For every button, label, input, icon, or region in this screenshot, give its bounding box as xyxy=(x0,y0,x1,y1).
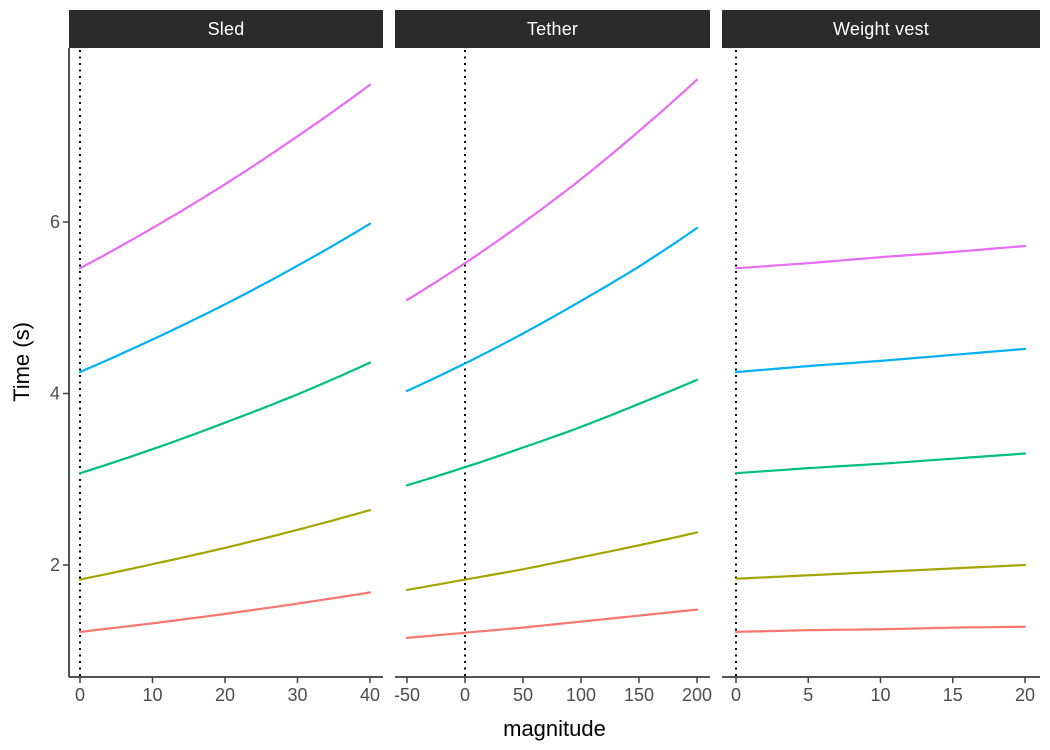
y-axis-title: Time (s) xyxy=(9,322,34,402)
y-tick-label: 2 xyxy=(50,555,60,575)
x-tick-label: 150 xyxy=(624,685,654,705)
facet-strip-label: Tether xyxy=(526,18,579,39)
facet-strip-label: Weight vest xyxy=(833,18,929,39)
series-line-green-facet-2 xyxy=(734,452,1027,475)
x-tick-label: 30 xyxy=(287,685,307,705)
series-line-blue-facet-0 xyxy=(78,222,372,374)
facet-strip-tether: Tether xyxy=(395,10,710,48)
facet-strip-weight-vest: Weight vest xyxy=(722,10,1040,48)
series-line-magenta-facet-0 xyxy=(78,83,372,270)
x-tick-label: 15 xyxy=(943,685,963,705)
series-line-blue-facet-1 xyxy=(405,226,699,392)
x-tick-label: 20 xyxy=(215,685,235,705)
x-tick-label: 5 xyxy=(803,685,813,705)
series-line-magenta-facet-1 xyxy=(405,78,699,302)
x-tick-label: -50 xyxy=(394,685,420,705)
series-line-blue-facet-2 xyxy=(734,347,1027,374)
x-tick-label: 10 xyxy=(870,685,890,705)
series-line-magenta-facet-2 xyxy=(734,244,1027,270)
series-line-olive-facet-1 xyxy=(405,531,699,591)
y-tick-label: 4 xyxy=(50,384,60,404)
x-tick-label: 0 xyxy=(75,685,85,705)
series-line-salmon-facet-0 xyxy=(78,591,372,633)
facet-strip-sled: Sled xyxy=(69,10,383,48)
x-tick-label: 20 xyxy=(1015,685,1035,705)
x-tick-label: 200 xyxy=(682,685,712,705)
y-tick-label: 6 xyxy=(50,212,60,232)
series-line-olive-facet-2 xyxy=(734,563,1027,580)
facet-strip-label: Sled xyxy=(207,18,245,39)
series-line-salmon-facet-1 xyxy=(405,608,699,639)
x-axis-title: magnitude xyxy=(503,716,606,741)
x-tick-label: 0 xyxy=(460,685,470,705)
x-tick-label: 50 xyxy=(513,685,533,705)
x-tick-label: 100 xyxy=(566,685,596,705)
series-line-olive-facet-0 xyxy=(78,509,372,581)
series-line-green-facet-0 xyxy=(78,361,372,475)
series-line-green-facet-1 xyxy=(405,378,699,487)
x-tick-label: 10 xyxy=(142,685,162,705)
series-line-salmon-facet-2 xyxy=(734,625,1027,633)
x-tick-label: 0 xyxy=(731,685,741,705)
x-tick-label: 40 xyxy=(360,685,380,705)
